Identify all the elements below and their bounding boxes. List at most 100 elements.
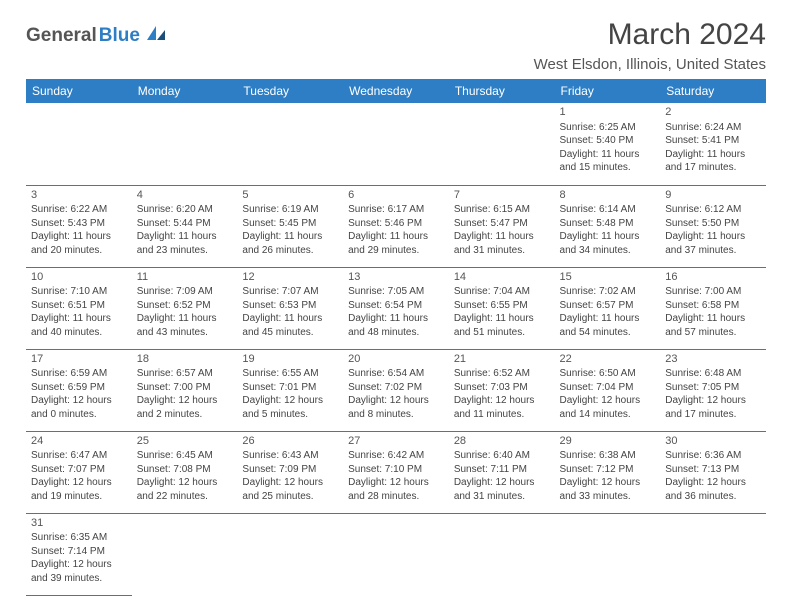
sunrise-text: Sunrise: 7:05 AM <box>348 285 444 299</box>
calendar-day: 17Sunrise: 6:59 AMSunset: 6:59 PMDayligh… <box>26 349 132 431</box>
sunrise-text: Sunrise: 6:47 AM <box>31 449 127 463</box>
daylight-text: Daylight: 11 hours and 31 minutes. <box>454 230 550 257</box>
weekday-header: Sunday <box>26 79 132 103</box>
day-number: 10 <box>31 270 127 285</box>
sunrise-text: Sunrise: 6:40 AM <box>454 449 550 463</box>
calendar-day: 31Sunrise: 6:35 AMSunset: 7:14 PMDayligh… <box>26 513 132 595</box>
daylight-text: Daylight: 12 hours and 0 minutes. <box>31 394 127 421</box>
sunrise-text: Sunrise: 6:17 AM <box>348 203 444 217</box>
daylight-text: Daylight: 11 hours and 26 minutes. <box>242 230 338 257</box>
calendar-day: 18Sunrise: 6:57 AMSunset: 7:00 PMDayligh… <box>132 349 238 431</box>
sunset-text: Sunset: 7:07 PM <box>31 463 127 477</box>
sunset-text: Sunset: 7:11 PM <box>454 463 550 477</box>
daylight-text: Daylight: 11 hours and 40 minutes. <box>31 312 127 339</box>
sunrise-text: Sunrise: 6:55 AM <box>242 367 338 381</box>
sunrise-text: Sunrise: 6:52 AM <box>454 367 550 381</box>
sunset-text: Sunset: 6:58 PM <box>665 299 761 313</box>
sunset-text: Sunset: 6:53 PM <box>242 299 338 313</box>
calendar-day <box>26 103 132 185</box>
day-number: 17 <box>31 352 127 367</box>
calendar-day: 24Sunrise: 6:47 AMSunset: 7:07 PMDayligh… <box>26 431 132 513</box>
daylight-text: Daylight: 11 hours and 23 minutes. <box>137 230 233 257</box>
calendar-week: 3Sunrise: 6:22 AMSunset: 5:43 PMDaylight… <box>26 185 766 267</box>
daylight-text: Daylight: 11 hours and 51 minutes. <box>454 312 550 339</box>
sunrise-text: Sunrise: 6:48 AM <box>665 367 761 381</box>
weekday-header: Wednesday <box>343 79 449 103</box>
calendar-day: 25Sunrise: 6:45 AMSunset: 7:08 PMDayligh… <box>132 431 238 513</box>
day-number: 11 <box>137 270 233 285</box>
day-number: 19 <box>242 352 338 367</box>
calendar-day: 10Sunrise: 7:10 AMSunset: 6:51 PMDayligh… <box>26 267 132 349</box>
calendar-week: 24Sunrise: 6:47 AMSunset: 7:07 PM Dayligh… <box>26 431 766 513</box>
calendar-day <box>237 513 343 595</box>
sunset-text: Sunset: 6:57 PM <box>560 299 656 313</box>
calendar-day: 1Sunrise: 6:25 AMSunset: 5:40 PMDaylight… <box>555 103 661 185</box>
day-number: 24 <box>31 434 127 449</box>
calendar-day: 8Sunrise: 6:14 AMSunset: 5:48 PMDaylight… <box>555 185 661 267</box>
calendar-day: 11Sunrise: 7:09 AMSunset: 6:52 PMDayligh… <box>132 267 238 349</box>
calendar-day: 9Sunrise: 6:12 AMSunset: 5:50 PMDaylight… <box>660 185 766 267</box>
daylight-text: Daylight: 12 hours and 2 minutes. <box>137 394 233 421</box>
weekday-header: Saturday <box>660 79 766 103</box>
daylight-text: Daylight: 12 hours and 11 minutes. <box>454 394 550 421</box>
calendar-day: 27Sunrise: 6:42 AMSunset: 7:10 PMDayligh… <box>343 431 449 513</box>
daylight-text: Daylight: 12 hours and 33 minutes. <box>560 476 656 503</box>
sunset-text: Sunset: 7:04 PM <box>560 381 656 395</box>
calendar-day <box>132 513 238 595</box>
sunset-text: Sunset: 7:13 PM <box>665 463 761 477</box>
sunset-text: Sunset: 5:46 PM <box>348 217 444 231</box>
day-number: 7 <box>454 188 550 203</box>
calendar-day: 3Sunrise: 6:22 AMSunset: 5:43 PMDaylight… <box>26 185 132 267</box>
sunset-text: Sunset: 7:14 PM <box>31 545 127 559</box>
sunrise-text: Sunrise: 6:54 AM <box>348 367 444 381</box>
sunset-text: Sunset: 5:45 PM <box>242 217 338 231</box>
calendar-day: 26Sunrise: 6:43 AMSunset: 7:09 PMDayligh… <box>237 431 343 513</box>
sunrise-text: Sunrise: 6:36 AM <box>665 449 761 463</box>
sail-icon <box>145 24 167 47</box>
daylight-text: Daylight: 12 hours and 25 minutes. <box>242 476 338 503</box>
sunset-text: Sunset: 6:51 PM <box>31 299 127 313</box>
day-number: 20 <box>348 352 444 367</box>
sunset-text: Sunset: 6:52 PM <box>137 299 233 313</box>
header: GeneralBlue March 2024 West Elsdon, Illi… <box>26 18 766 79</box>
sunrise-text: Sunrise: 6:57 AM <box>137 367 233 381</box>
daylight-text: Daylight: 11 hours and 43 minutes. <box>137 312 233 339</box>
sunrise-text: Sunrise: 7:04 AM <box>454 285 550 299</box>
sunset-text: Sunset: 7:01 PM <box>242 381 338 395</box>
day-number: 27 <box>348 434 444 449</box>
calendar-day <box>449 513 555 595</box>
daylight-text: Daylight: 12 hours and 28 minutes. <box>348 476 444 503</box>
calendar-day: 20Sunrise: 6:54 AMSunset: 7:02 PMDayligh… <box>343 349 449 431</box>
calendar-day <box>237 103 343 185</box>
sunrise-text: Sunrise: 6:25 AM <box>560 121 656 135</box>
daylight-text: Daylight: 11 hours and 20 minutes. <box>31 230 127 257</box>
calendar-day: 7Sunrise: 6:15 AMSunset: 5:47 PMDaylight… <box>449 185 555 267</box>
day-number: 25 <box>137 434 233 449</box>
calendar-day: 5Sunrise: 6:19 AMSunset: 5:45 PMDaylight… <box>237 185 343 267</box>
daylight-text: Daylight: 12 hours and 31 minutes. <box>454 476 550 503</box>
calendar-week: 1Sunrise: 6:25 AMSunset: 5:40 PMDaylight… <box>26 103 766 185</box>
calendar-day: 15Sunrise: 7:02 AMSunset: 6:57 PMDayligh… <box>555 267 661 349</box>
logo-text-blue: Blue <box>99 25 140 47</box>
day-number: 13 <box>348 270 444 285</box>
day-number: 31 <box>31 516 127 531</box>
daylight-text: Daylight: 11 hours and 34 minutes. <box>560 230 656 257</box>
calendar-day <box>343 513 449 595</box>
logo: GeneralBlue <box>26 24 167 47</box>
day-number: 23 <box>665 352 761 367</box>
day-number: 9 <box>665 188 761 203</box>
calendar-week: 17Sunrise: 6:59 AMSunset: 6:59 PMDayligh… <box>26 349 766 431</box>
daylight-text: Daylight: 12 hours and 14 minutes. <box>560 394 656 421</box>
day-number: 30 <box>665 434 761 449</box>
daylight-text: Daylight: 12 hours and 5 minutes. <box>242 394 338 421</box>
day-number: 15 <box>560 270 656 285</box>
day-number: 5 <box>242 188 338 203</box>
daylight-text: Daylight: 11 hours and 17 minutes. <box>665 148 761 175</box>
sunset-text: Sunset: 7:08 PM <box>137 463 233 477</box>
location-text: West Elsdon, Illinois, United States <box>534 56 766 73</box>
day-number: 12 <box>242 270 338 285</box>
calendar-day: 28Sunrise: 6:40 AMSunset: 7:11 PMDayligh… <box>449 431 555 513</box>
sunset-text: Sunset: 5:44 PM <box>137 217 233 231</box>
calendar-day <box>449 103 555 185</box>
calendar-day: 2Sunrise: 6:24 AMSunset: 5:41 PMDaylight… <box>660 103 766 185</box>
